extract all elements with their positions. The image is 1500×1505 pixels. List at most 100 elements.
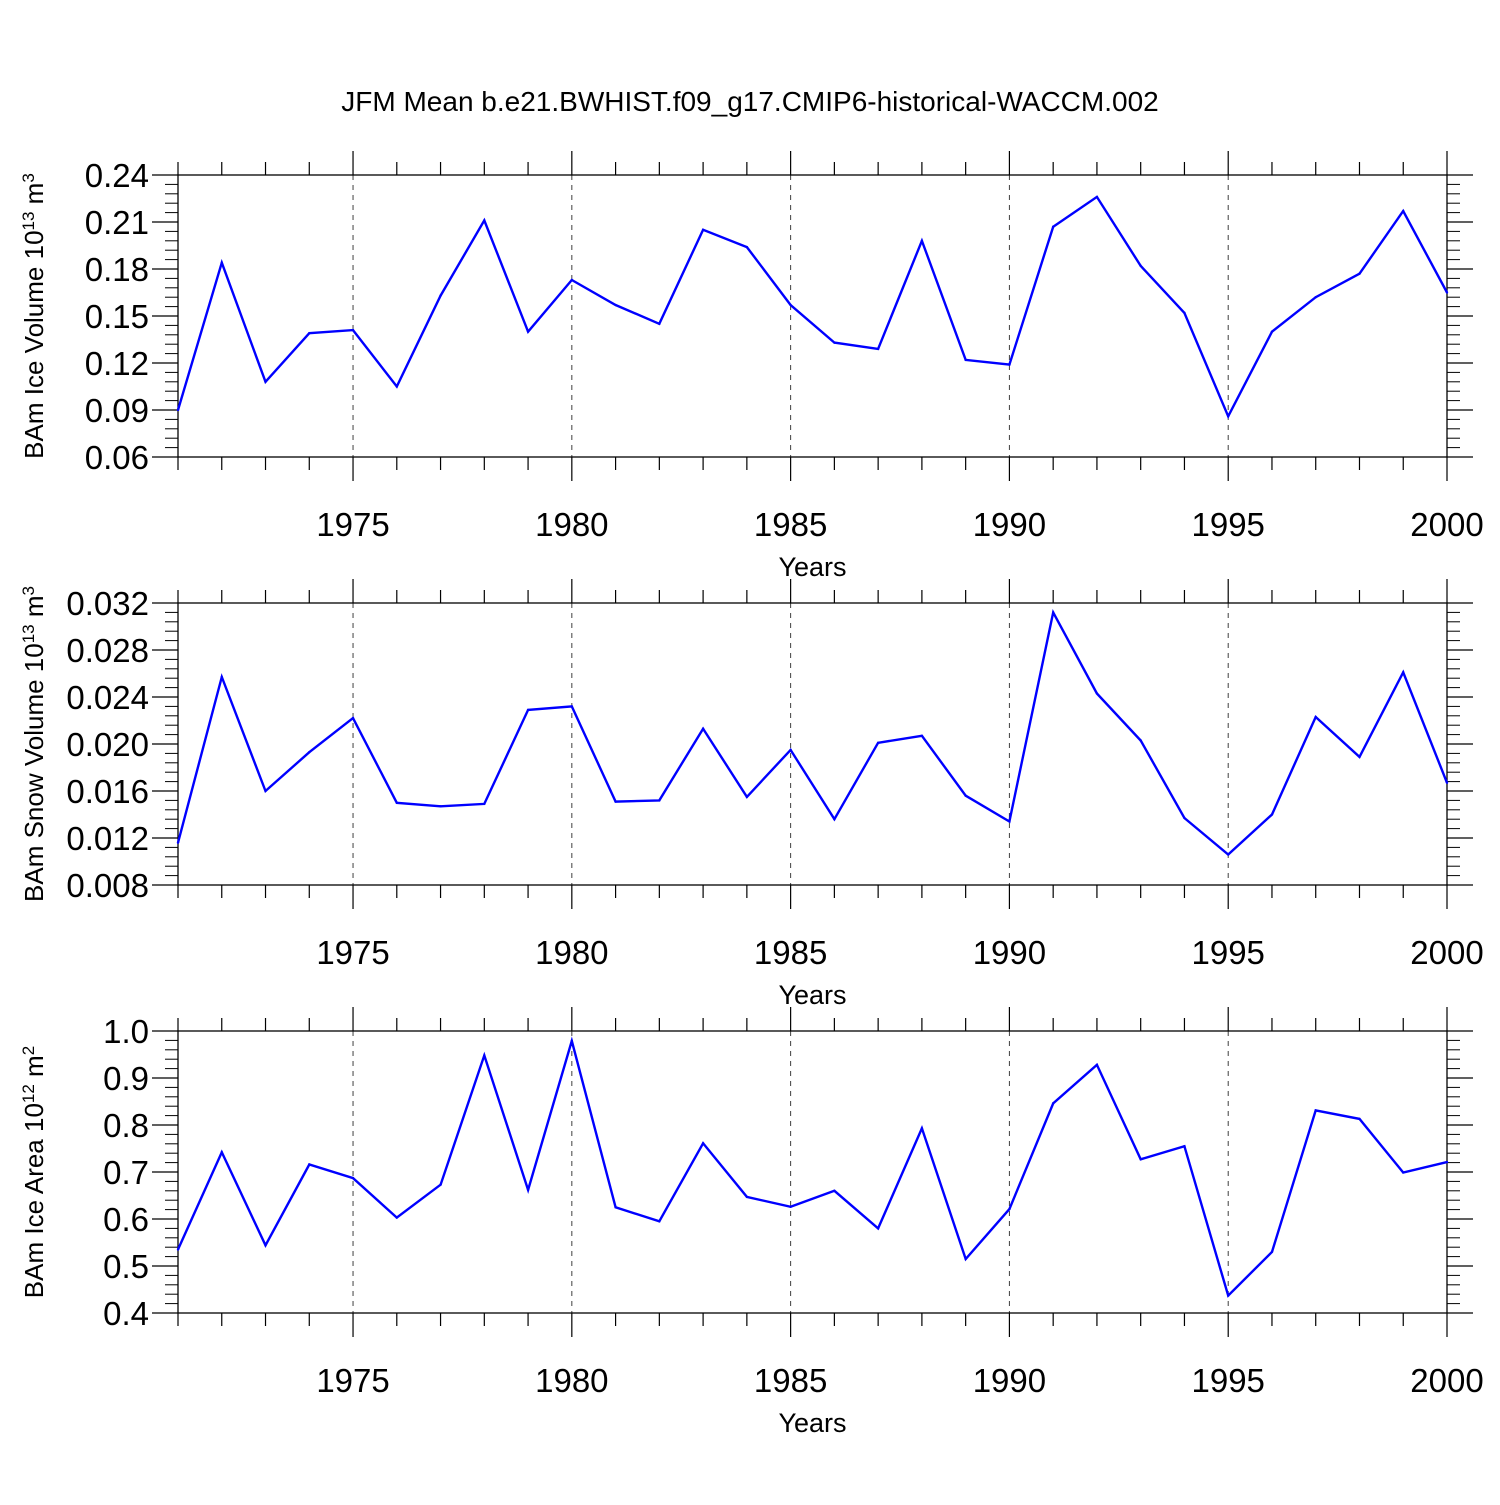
data-point <box>1402 209 1405 213</box>
data-point <box>1139 1158 1142 1161</box>
data-point <box>1270 813 1274 816</box>
y-axis-label-ylabel-unit: m <box>19 183 49 212</box>
data-point <box>833 1189 836 1193</box>
data-point <box>1051 1102 1055 1105</box>
data-point <box>701 228 705 232</box>
data-point <box>220 675 223 679</box>
data-point <box>176 1248 180 1251</box>
data-point <box>351 716 355 720</box>
x-tick-label: 1990 <box>973 1362 1046 1399</box>
series-line <box>176 195 1449 420</box>
data-point <box>1008 363 1011 366</box>
data-point <box>789 303 792 307</box>
figure-title: JFM Mean b.e21.BWHIST.f09_g17.CMIP6-hist… <box>341 86 1158 117</box>
y-axis-label-ylabel-unit: m <box>19 1055 49 1084</box>
y-tick-label: 0.9 <box>103 1060 149 1097</box>
data-point <box>176 841 180 844</box>
x-tick-label: 1985 <box>754 934 827 971</box>
data-point <box>920 1127 924 1130</box>
chart-panel-3: 0.4 0.5 0.6 0.7 0.8 0.9 1.0 1975 1980 1985 1990 199… <box>19 1007 1484 1438</box>
data-point <box>395 1216 398 1219</box>
x-tick-label: 1975 <box>316 934 389 971</box>
x-axis-label: Years <box>778 1408 846 1438</box>
x-tick-label: 1975 <box>316 1362 389 1399</box>
x-tick-label: 1980 <box>535 506 608 543</box>
y-tick-label: 0.5 <box>103 1248 149 1285</box>
data-point <box>220 261 223 264</box>
data-point <box>1008 820 1011 823</box>
y-tick-label: 1.0 <box>103 1013 149 1050</box>
data-point <box>570 278 574 282</box>
y-axis-label: BAm Ice Area 1012 m2 <box>19 1046 49 1298</box>
data-point <box>1270 330 1274 333</box>
plot-frame <box>177 174 1448 458</box>
y-tick-label: 0.032 <box>66 585 149 622</box>
data-point <box>614 1206 617 1209</box>
y-tick-label: 0.008 <box>66 867 149 904</box>
y-tick-label: 0.18 <box>85 251 149 288</box>
y-axis-label-ylabel-exp: 13 <box>19 212 38 231</box>
y-axis-label-ylabel-unit-exp: 3 <box>19 586 38 595</box>
x-tick-label: 2000 <box>1410 1362 1483 1399</box>
data-point <box>1051 611 1055 614</box>
data-point <box>1227 1294 1230 1297</box>
data-point <box>176 408 180 412</box>
y-tick-label: 0.7 <box>103 1154 149 1191</box>
y-tick-label: 0.4 <box>103 1295 149 1332</box>
chart-panel-1: 0.06 0.09 0.12 0.15 0.18 0.21 0.24 1975 1980 1985… <box>19 151 1484 582</box>
data-point <box>1314 1109 1317 1112</box>
data-point <box>614 303 617 307</box>
data-point <box>920 239 924 242</box>
data-point <box>1183 1144 1186 1148</box>
y-tick-label: 0.6 <box>103 1201 149 1238</box>
data-point <box>483 219 486 222</box>
data-point <box>1402 1171 1405 1174</box>
data-point <box>658 322 661 326</box>
data-point <box>1445 781 1449 784</box>
x-tick-label: 1995 <box>1191 506 1264 543</box>
y-axis-label-ylabel-prefix: BAm Snow Volume 10 <box>19 643 49 902</box>
x-tick-label: 1985 <box>754 1362 827 1399</box>
y-axis-label-ylabel-exp: 13 <box>19 624 38 643</box>
y-axis-label-ylabel-exp: 12 <box>19 1084 38 1103</box>
data-point <box>570 705 574 708</box>
y-tick-label: 0.12 <box>85 345 149 382</box>
data-point <box>1095 692 1099 695</box>
x-tick-label: 1995 <box>1191 1362 1264 1399</box>
plot-frame <box>177 602 1448 886</box>
series-line <box>176 608 1449 857</box>
data-point <box>876 1227 880 1230</box>
y-axis-label-ylabel-unit-exp: 3 <box>19 173 38 182</box>
data-point <box>1270 1250 1274 1254</box>
x-tick-label: 1975 <box>316 506 389 543</box>
data-point <box>395 801 398 804</box>
series-line <box>176 1036 1448 1298</box>
data-point <box>351 328 355 332</box>
data-point <box>789 1205 792 1208</box>
data-point <box>658 799 661 802</box>
data-point <box>614 800 617 803</box>
data-point <box>1183 311 1186 315</box>
data-point <box>1314 296 1317 299</box>
data-point <box>1358 1117 1361 1121</box>
y-axis-label: BAm Ice Volume 1013 m3 <box>19 173 49 459</box>
data-point <box>1227 415 1230 418</box>
y-tick-label: 0.15 <box>85 298 149 335</box>
data-point <box>964 1257 967 1261</box>
data-point <box>876 741 880 745</box>
data-point <box>701 1142 705 1145</box>
data-point <box>220 1151 223 1154</box>
y-tick-label: 0.8 <box>103 1107 149 1144</box>
x-tick-label: 1990 <box>973 934 1046 971</box>
data-point <box>1051 225 1055 228</box>
data-point <box>1445 291 1449 294</box>
data-point <box>351 1176 355 1180</box>
data-point <box>1139 264 1142 268</box>
data-point <box>1358 755 1361 759</box>
data-point <box>1445 1160 1449 1164</box>
data-point <box>264 1244 267 1247</box>
data-point <box>308 1163 311 1166</box>
x-tick-label: 1980 <box>535 934 608 971</box>
data-point <box>308 332 311 335</box>
data-point <box>526 330 530 333</box>
